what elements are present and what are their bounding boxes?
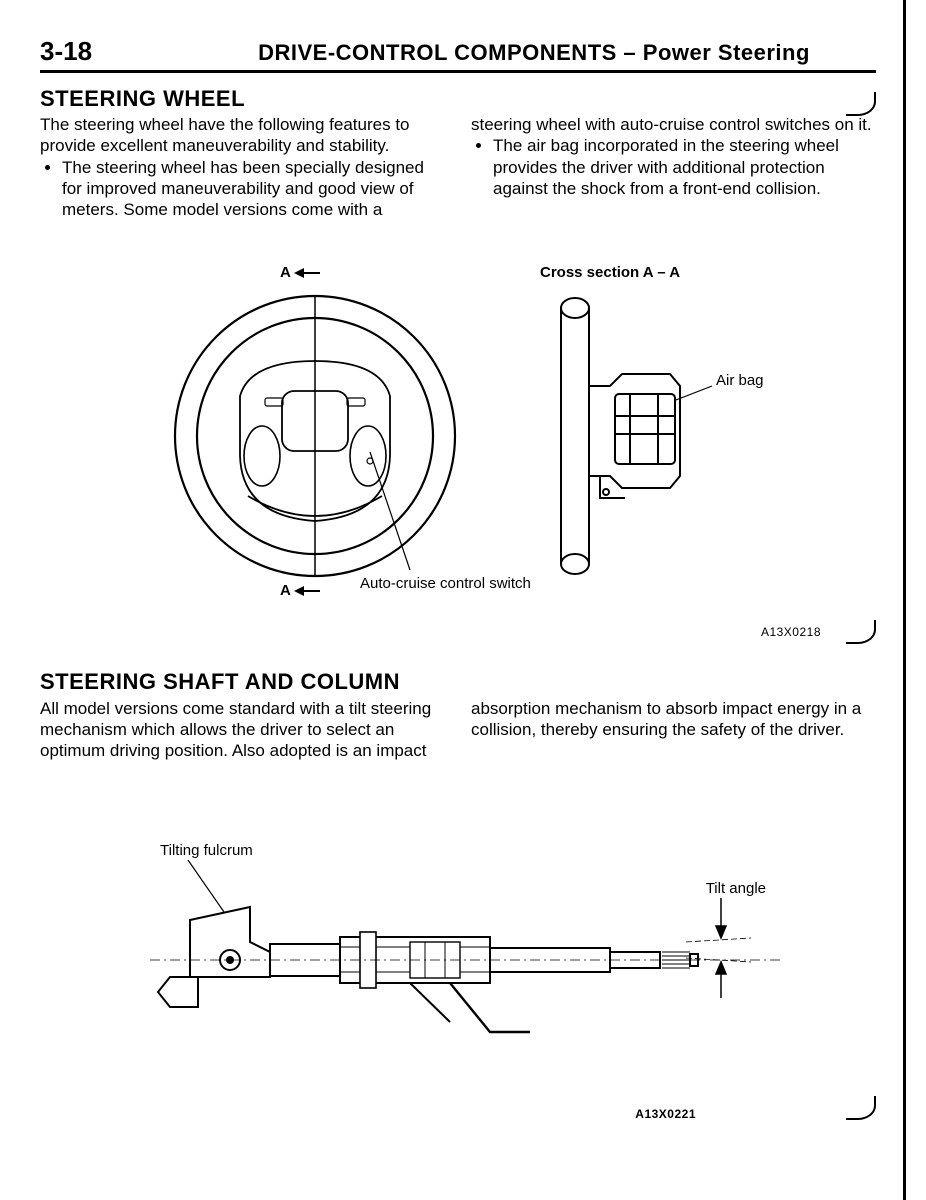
section1-bullets-right: The air bag incorporated in the steering… [471,135,876,199]
header-title: DRIVE-CONTROL COMPONENTS – Power Steerin… [192,39,876,67]
page-curl-top-icon [846,92,876,116]
section2-col-left: All model versions come standard with a … [40,698,445,762]
page-header: 3-18 DRIVE-CONTROL COMPONENTS – Power St… [40,35,876,73]
label-autocruise: Auto-cruise control switch [360,575,531,594]
arrow-a-top-icon [294,267,322,279]
figure-id-1: A13X0218 [761,625,821,640]
section1-bullet2: The air bag incorporated in the steering… [493,135,876,199]
diagram-steering-column: Tilting fulcrum [40,842,876,1162]
label-a-bottom: A [280,582,322,601]
label-cross-section: Cross section A – A [540,264,680,283]
section1-col-right: steering wheel with auto-cruise control … [471,114,876,222]
page-number: 3-18 [40,35,92,68]
figure-id-2: A13X0221 [635,1107,696,1122]
label-tilt-angle: Tilt angle [706,880,766,899]
label-a-top: A [280,264,322,283]
section1-columns: The steering wheel have the following fe… [40,114,876,222]
section1-intro: The steering wheel have the following fe… [40,114,445,157]
section1-bullet1: The steering wheel has been specially de… [62,157,445,221]
text-a-bottom: A [280,582,290,599]
label-airbag: Air bag [716,372,764,391]
page-right-edge [903,0,906,1200]
section-heading-shaft: STEERING SHAFT AND COLUMN [40,668,876,696]
label-tilt-fulcrum: Tilting fulcrum [160,842,253,861]
text-a-top: A [280,264,290,281]
arrow-a-bottom-icon [294,585,322,597]
cross-section-icon [530,286,730,586]
section2-columns: All model versions come standard with a … [40,698,876,762]
page-curl-1-icon [846,620,876,644]
diagram-steering-wheel: A [40,272,876,632]
section1-col2-cont: steering wheel with auto-cruise control … [471,114,876,135]
section2-col-right: absorption mechanism to absorb impact en… [471,698,876,762]
section1-col-left: The steering wheel have the following fe… [40,114,445,222]
tilt-angle-icon [681,898,761,1008]
section1-bullets-left: The steering wheel has been specially de… [40,157,445,221]
page: 3-18 DRIVE-CONTROL COMPONENTS – Power St… [0,0,926,1200]
section-heading-steering-wheel: STEERING WHEEL [40,85,876,113]
